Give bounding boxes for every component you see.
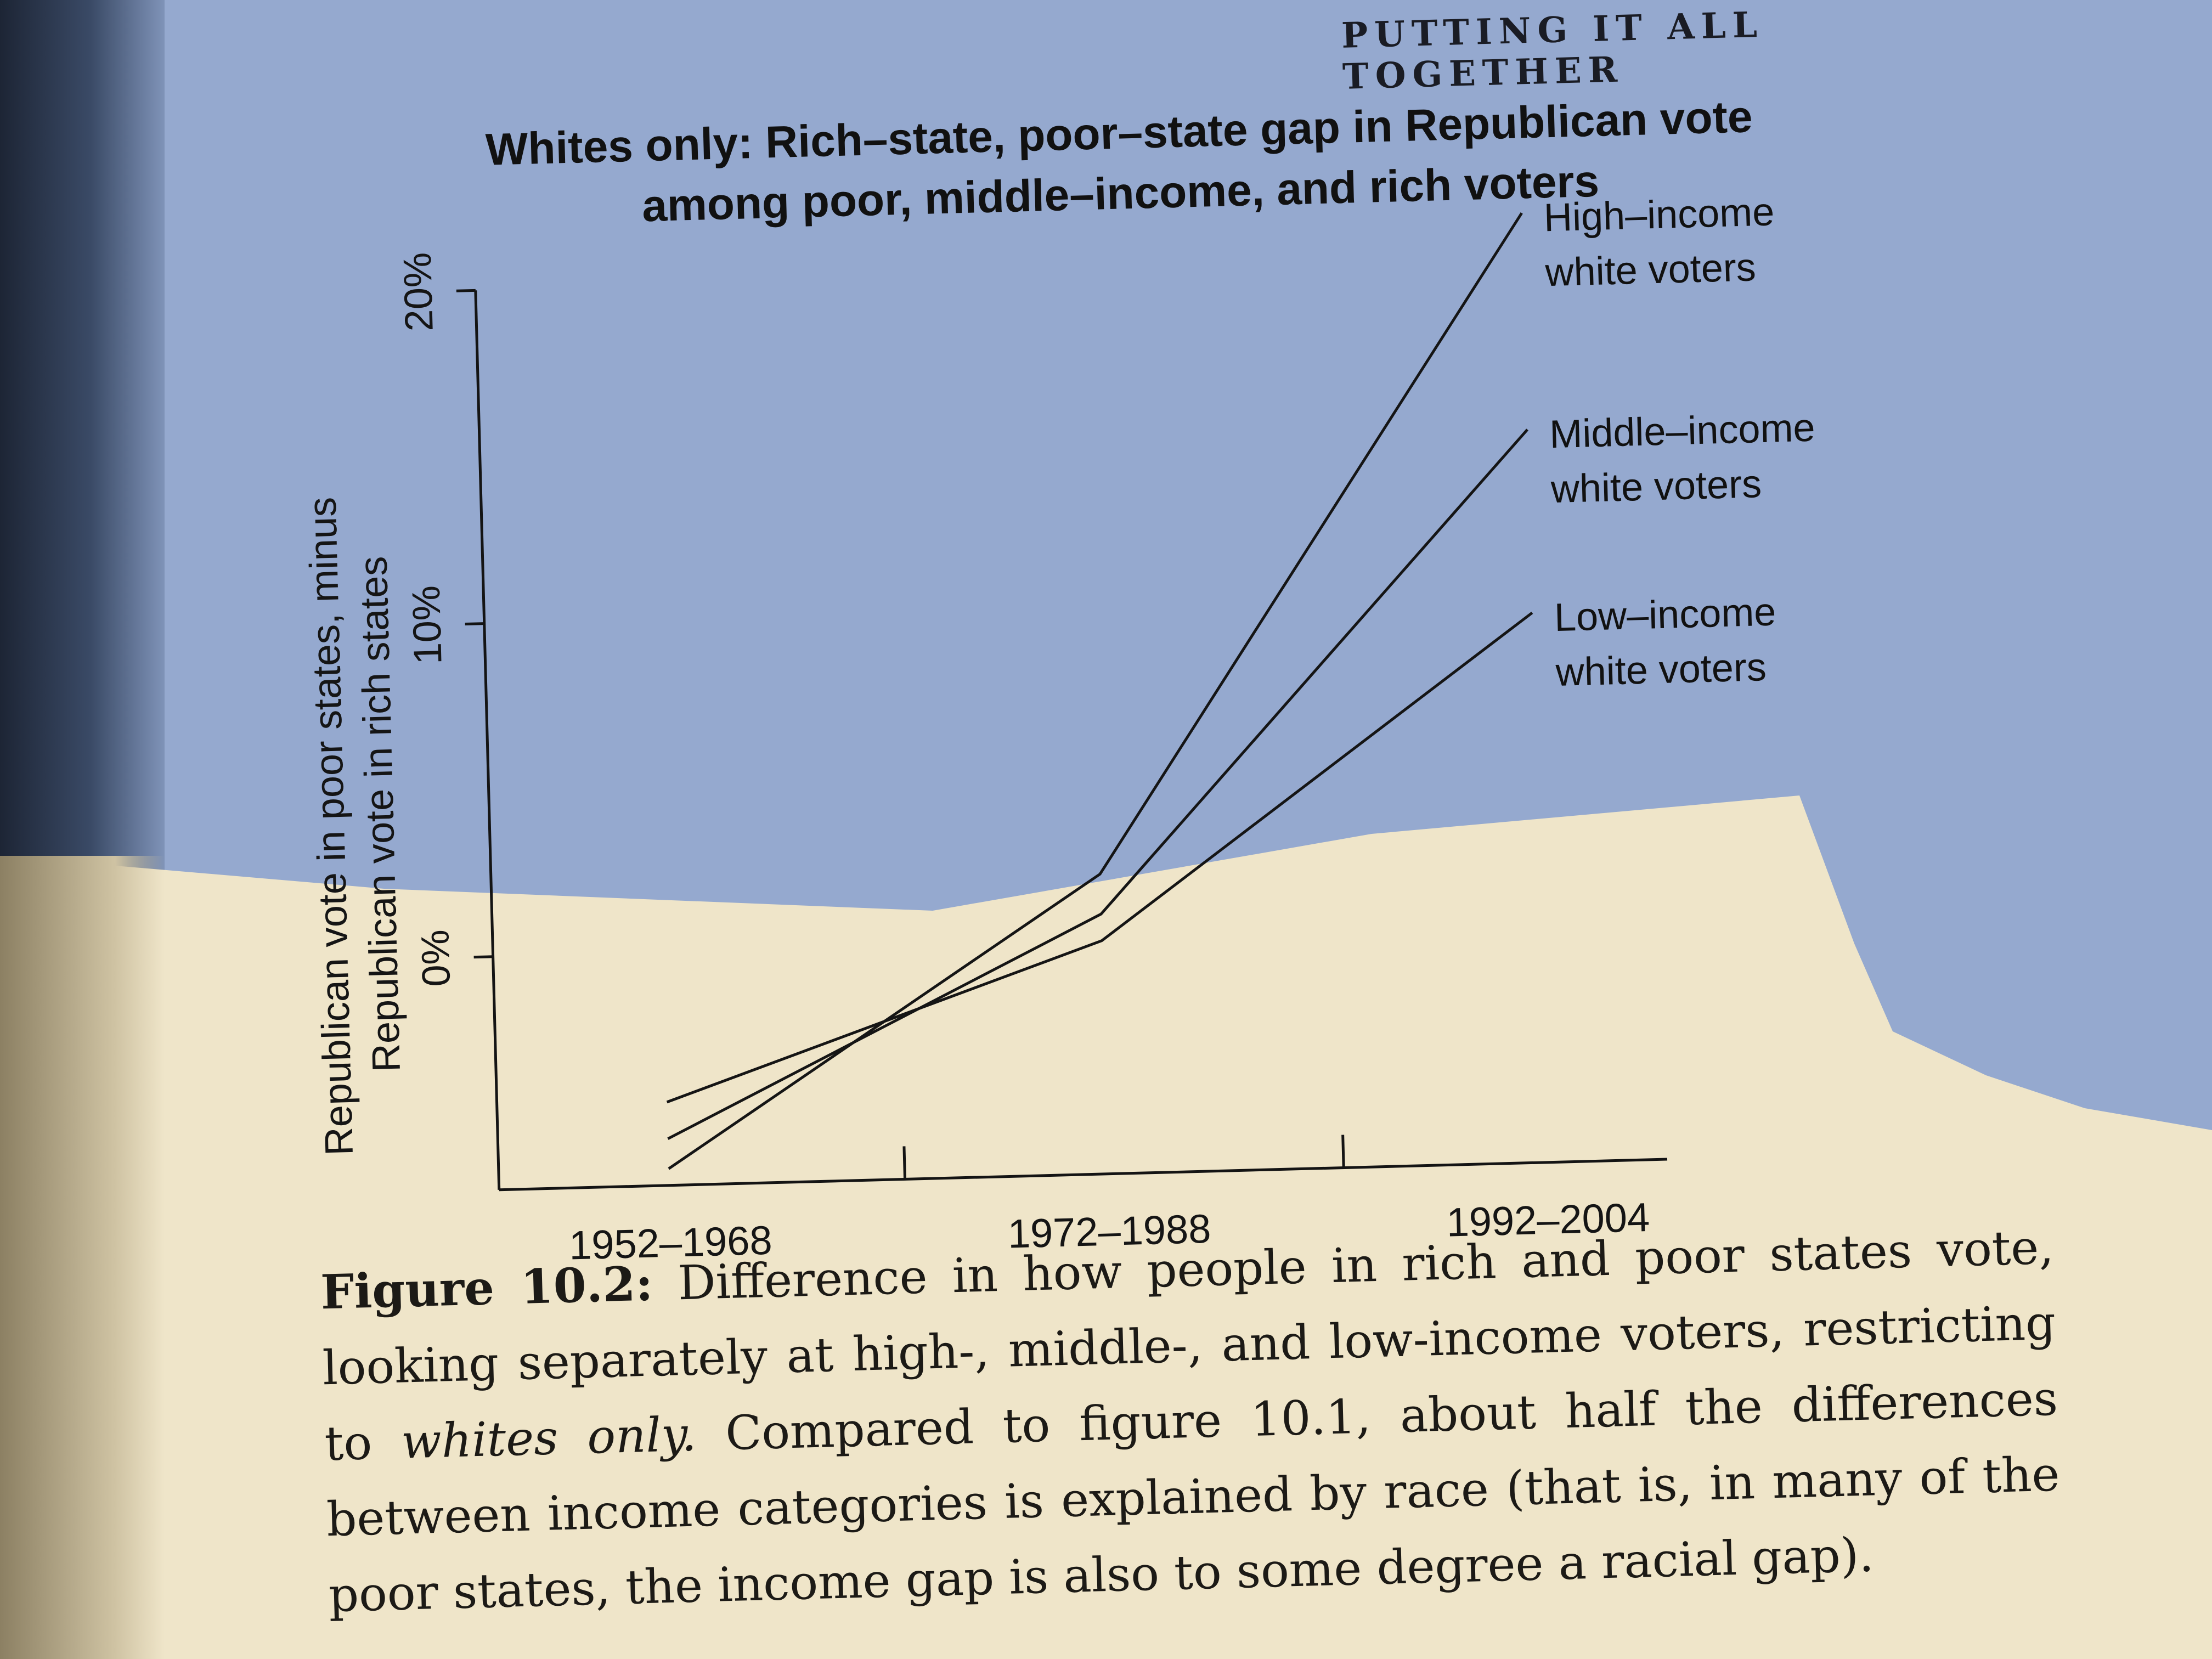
series-label-0-line-1: white voters	[1544, 245, 1757, 295]
x-axis-line	[499, 1158, 1668, 1192]
series-label-1: Middle–income white voters	[1549, 400, 1817, 517]
caption-emphasis: whites only.	[400, 1407, 697, 1470]
series-label-1-line-1: white voters	[1550, 461, 1763, 511]
x-tick-label-1: 1972–1988	[1007, 1206, 1211, 1257]
caption-text-part-2: Compared to figure 10.1, about half the …	[326, 1371, 2061, 1623]
series-label-2-line-0: Low–income	[1554, 590, 1777, 640]
series-line-0	[668, 212, 1523, 1170]
series-label-0-line-0: High–income	[1543, 190, 1775, 240]
x-tick-2	[1341, 1135, 1345, 1168]
series-label-2-line-1: white voters	[1555, 645, 1767, 695]
series-label-1-line-0: Middle–income	[1549, 405, 1816, 456]
x-tick-label-2: 1992–2004	[1446, 1194, 1650, 1245]
caption-figure-label: Figure 10.2:	[320, 1256, 654, 1321]
series-label-2: Low–income white voters	[1554, 584, 1778, 700]
lower-gutter-shadow	[0, 856, 165, 1659]
y-tick-label-0: 0%	[413, 929, 459, 987]
y-tick-label-2: 20%	[396, 252, 442, 332]
x-tick-label-0: 1952–1968	[568, 1217, 772, 1268]
x-tick-1	[902, 1146, 906, 1180]
series-label-0: High–income white voters	[1543, 184, 1776, 300]
y-tick-label-1: 10%	[404, 585, 450, 665]
series-line-1	[667, 428, 1528, 1140]
series-line-2	[666, 611, 1533, 1104]
y-tick-2	[456, 289, 476, 292]
y-axis-line	[474, 290, 501, 1190]
figure-caption: Figure 10.2: Difference in how people in…	[320, 1210, 2063, 1633]
